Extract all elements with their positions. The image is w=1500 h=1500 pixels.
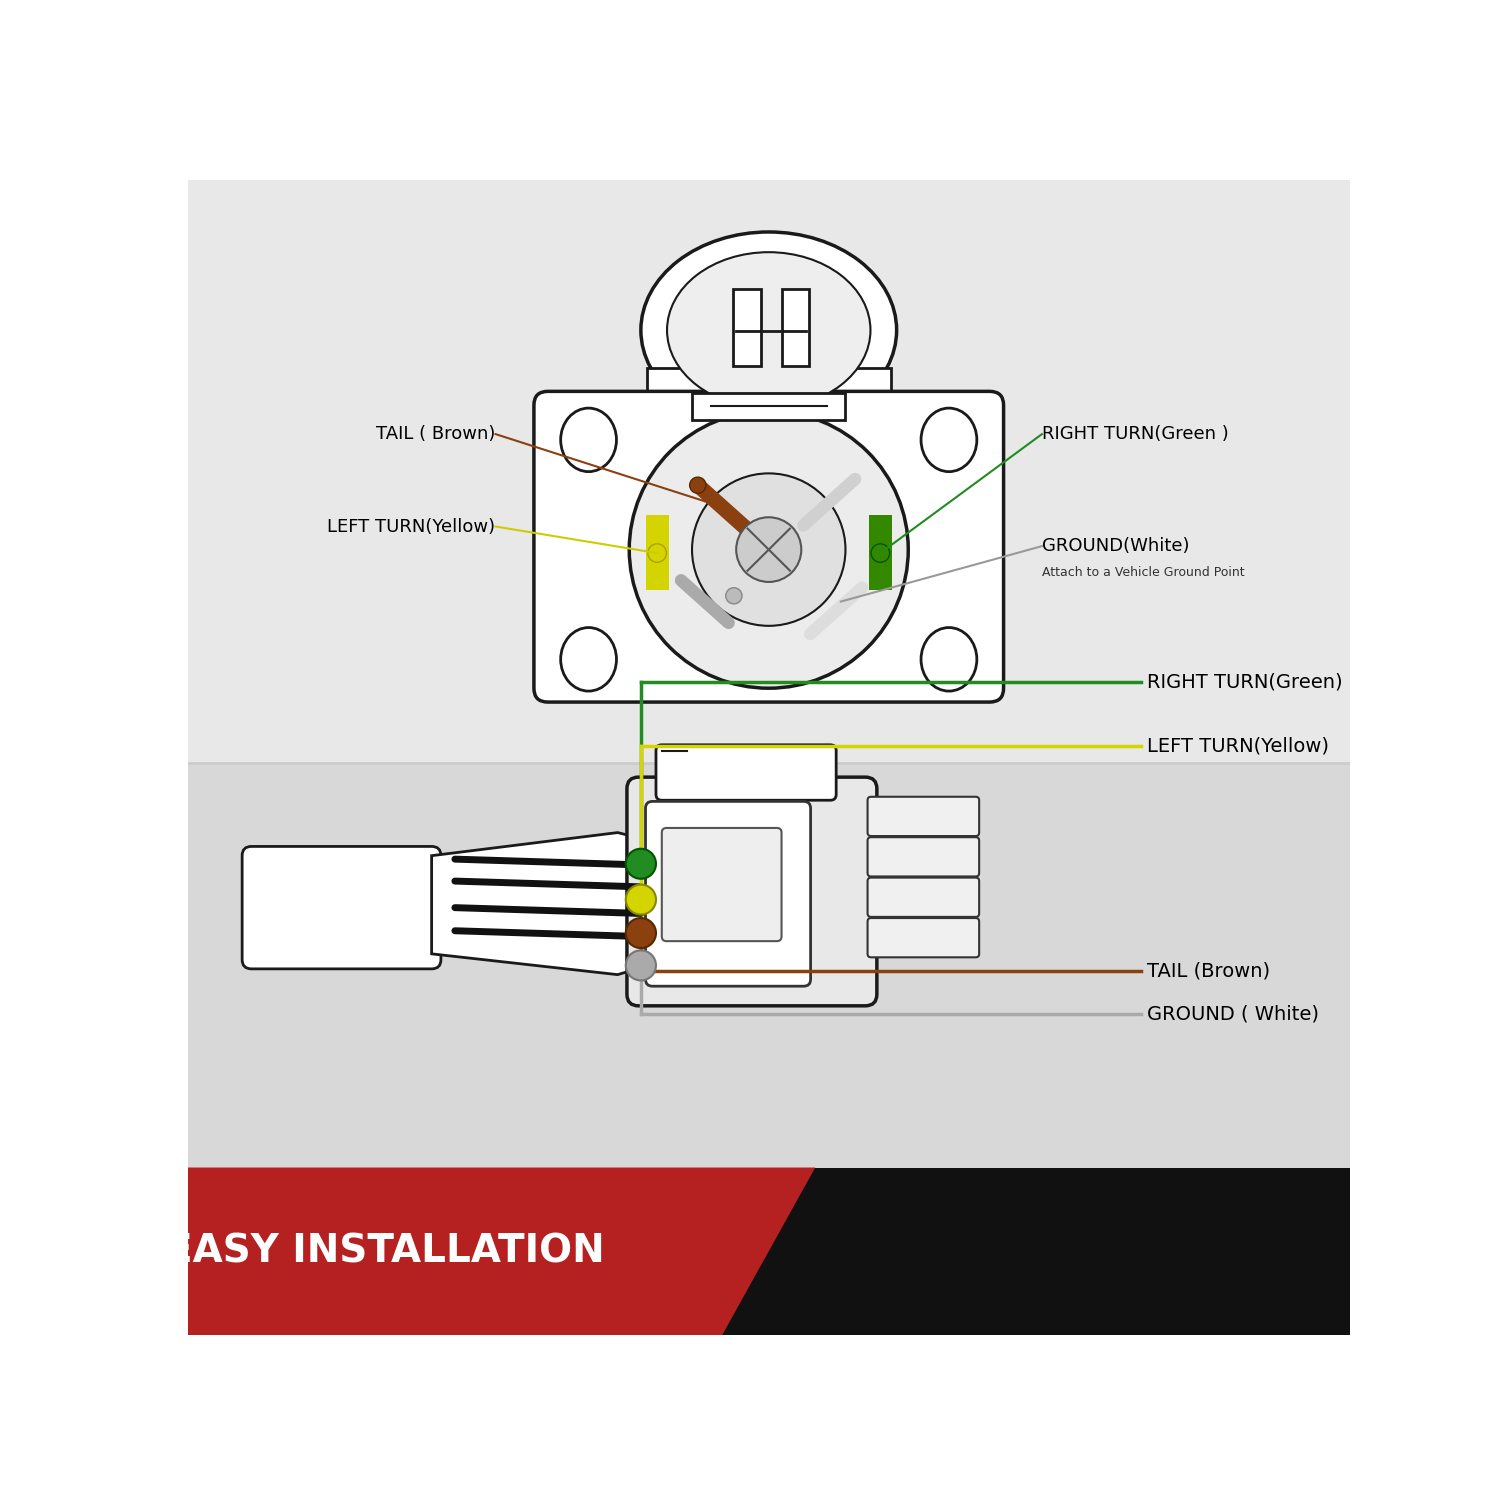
Text: LEFT TURN(Yellow): LEFT TURN(Yellow): [327, 518, 495, 536]
Circle shape: [630, 411, 908, 688]
Text: GROUND(White): GROUND(White): [1042, 537, 1190, 555]
FancyBboxPatch shape: [646, 369, 891, 414]
Ellipse shape: [561, 627, 616, 692]
Circle shape: [690, 477, 706, 494]
Circle shape: [626, 951, 656, 981]
Ellipse shape: [668, 252, 870, 408]
FancyBboxPatch shape: [692, 393, 846, 420]
Ellipse shape: [921, 408, 976, 471]
FancyBboxPatch shape: [645, 801, 810, 986]
Circle shape: [626, 918, 656, 948]
FancyBboxPatch shape: [867, 837, 980, 876]
Text: LEFT TURN(Yellow): LEFT TURN(Yellow): [1146, 736, 1329, 756]
FancyBboxPatch shape: [867, 878, 980, 916]
FancyBboxPatch shape: [656, 746, 836, 800]
FancyBboxPatch shape: [188, 764, 1350, 1167]
FancyBboxPatch shape: [627, 777, 878, 1006]
Ellipse shape: [561, 408, 616, 471]
FancyBboxPatch shape: [534, 392, 1004, 702]
Text: Attach to a Vehicle Ground Point: Attach to a Vehicle Ground Point: [1042, 566, 1245, 579]
Polygon shape: [188, 1167, 816, 1335]
Text: RIGHT TURN(Green): RIGHT TURN(Green): [1146, 674, 1342, 692]
Circle shape: [736, 518, 801, 582]
Text: RIGHT TURN(Green ): RIGHT TURN(Green ): [1042, 424, 1228, 442]
FancyBboxPatch shape: [732, 288, 760, 366]
Circle shape: [726, 588, 742, 604]
Ellipse shape: [640, 232, 897, 429]
Polygon shape: [432, 833, 640, 975]
Circle shape: [626, 885, 656, 915]
Text: EASY INSTALLATION: EASY INSTALLATION: [165, 1233, 604, 1270]
FancyBboxPatch shape: [242, 846, 441, 969]
FancyBboxPatch shape: [188, 1167, 1350, 1335]
Text: GROUND ( White): GROUND ( White): [1146, 1005, 1318, 1023]
FancyBboxPatch shape: [188, 180, 1350, 764]
Ellipse shape: [921, 627, 976, 692]
Circle shape: [871, 544, 889, 562]
Circle shape: [626, 849, 656, 879]
FancyBboxPatch shape: [662, 828, 782, 940]
FancyBboxPatch shape: [867, 918, 980, 957]
Circle shape: [648, 544, 666, 562]
FancyBboxPatch shape: [782, 288, 810, 366]
Text: TAIL ( Brown): TAIL ( Brown): [376, 424, 495, 442]
FancyBboxPatch shape: [867, 796, 980, 836]
Circle shape: [692, 474, 846, 626]
FancyBboxPatch shape: [868, 514, 892, 590]
FancyBboxPatch shape: [645, 514, 669, 590]
Text: TAIL (Brown): TAIL (Brown): [1146, 962, 1269, 981]
